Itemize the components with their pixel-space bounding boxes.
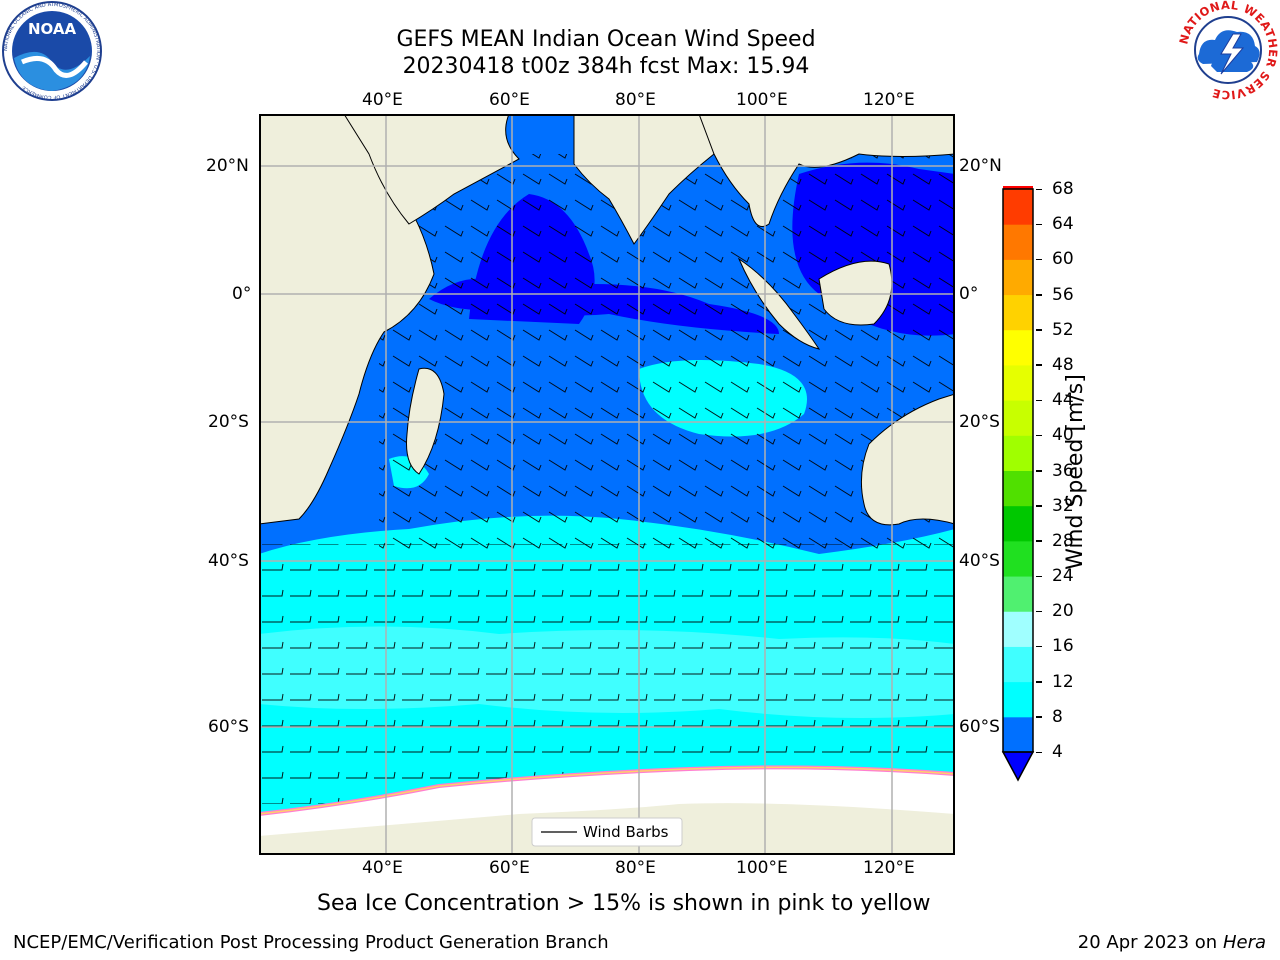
footer-machine: Hera (1222, 932, 1266, 953)
colorbar-segment (1003, 364, 1033, 401)
colorbar-tick-mark (1036, 540, 1042, 542)
lon-label-bottom: 120°E (863, 858, 915, 878)
sea-ice-caption: Sea Ice Concentration > 15% is shown in … (317, 891, 931, 916)
colorbar-tick-mark (1036, 681, 1042, 683)
colorbar-segment (1003, 716, 1033, 753)
colorbar-segment (1003, 505, 1033, 542)
colorbar-tick-mark (1036, 645, 1042, 648)
colorbar-tick-label: 28 (1052, 530, 1074, 551)
lat-label-right: 60°S (959, 717, 1000, 737)
colorbar-tick-label: 64 (1052, 214, 1074, 235)
colorbar-tick-mark (1036, 223, 1042, 226)
legend-label: Wind Barbs (583, 823, 669, 841)
colorbar-tick-mark (1036, 258, 1042, 261)
colorbar-tick-label: 44 (1052, 390, 1074, 411)
colorbar-segment (1003, 186, 1033, 190)
colorbar-tick-label: 48 (1052, 354, 1074, 375)
colorbar-segment (1003, 329, 1033, 366)
colorbar-tick-label: 32 (1052, 495, 1074, 516)
colorbar-tick-mark (1036, 329, 1042, 331)
colorbar-tick-mark (1036, 294, 1042, 296)
lon-label-top: 120°E (863, 90, 915, 110)
colorbar-tick-label: 36 (1052, 460, 1074, 481)
lon-label-top: 40°E (362, 90, 403, 110)
australia (860, 393, 955, 526)
footer-left: NCEP/EMC/Verification Post Processing Pr… (13, 932, 609, 953)
lon-label-top: 60°E (489, 90, 530, 110)
colorbar-tick-mark (1036, 399, 1042, 402)
colorbar-tick-mark (1036, 434, 1042, 437)
colorbar-tick-label: 20 (1052, 601, 1074, 622)
map-legend: Wind Barbs (531, 817, 683, 847)
sumatra (737, 257, 821, 350)
lat-label-right: 20°N (959, 156, 1002, 176)
colorbar-tick-label: 68 (1052, 179, 1074, 199)
colorbar-segment (1003, 294, 1033, 331)
nws-logo: NATIONAL WEATHER SERVICE (1177, 0, 1280, 100)
lat-label-right: 20°S (959, 412, 1000, 432)
noaa-text: NOAA (28, 20, 77, 38)
lat-label-right: 0° (959, 284, 979, 304)
wind-speed-map: Wind Barbs (259, 114, 955, 855)
colorbar (1001, 186, 1035, 782)
colorbar-segment (1003, 646, 1033, 683)
colorbar-tick-label: 24 (1052, 566, 1074, 587)
colorbar-tick-mark (1036, 364, 1042, 366)
colorbar-tick-mark (1036, 188, 1042, 190)
lat-label-left: 40°S (208, 551, 249, 571)
title-line2: 20230418 t00z 384h fcst Max: 15.94 (402, 54, 810, 79)
colorbar-tick-mark (1036, 610, 1042, 613)
colorbar-underflow-arrow (1001, 751, 1035, 782)
colorbar-segment (1003, 435, 1033, 471)
title-line1: GEFS MEAN Indian Ocean Wind Speed (396, 27, 816, 52)
colorbar-tick-label: 60 (1052, 249, 1074, 270)
colorbar-segment (1003, 576, 1033, 612)
lat-label-left: 0° (232, 284, 252, 304)
lat-label-left: 20°S (208, 412, 249, 432)
lon-label-top: 100°E (736, 90, 788, 110)
colorbar-segment (1003, 400, 1033, 436)
lon-label-bottom: 80°E (615, 858, 656, 878)
lon-label-bottom: 100°E (736, 858, 788, 878)
graticule (259, 114, 955, 855)
borneo (818, 260, 893, 326)
colorbar-tick-label: 52 (1052, 319, 1074, 340)
lat-label-right: 40°S (959, 551, 1000, 571)
lon-label-bottom: 40°E (362, 858, 403, 878)
colorbar-tick-label: 16 (1052, 636, 1074, 657)
madagascar (406, 367, 445, 475)
colorbar-segment (1003, 611, 1033, 647)
colorbar-tick-mark (1036, 751, 1042, 753)
lon-label-top: 80°E (615, 90, 656, 110)
colorbar-tick-mark (1036, 505, 1042, 507)
colorbar-tick-mark (1036, 716, 1042, 718)
arabia (343, 114, 520, 225)
footer-right: 20 Apr 2023 on Hera (1078, 932, 1266, 954)
colorbar-tick-mark (1036, 470, 1042, 472)
colorbar-tick-label: 12 (1052, 671, 1074, 692)
colorbar-tick-label: 40 (1052, 425, 1074, 446)
lat-label-left: 20°N (206, 156, 249, 176)
colorbar-segment (1003, 540, 1033, 577)
colorbar-tick-label: 56 (1052, 284, 1074, 305)
colorbar-segment (1003, 470, 1033, 507)
colorbar-segment (1003, 189, 1033, 225)
colorbar-tick-label: 4 (1052, 742, 1063, 762)
colorbar-tick-mark (1036, 575, 1042, 578)
footer-date: 20 Apr 2023 on (1077, 932, 1223, 953)
lon-label-bottom: 60°E (489, 858, 530, 878)
colorbar-segment (1003, 681, 1033, 718)
colorbar-tick-label: 8 (1052, 706, 1063, 727)
colorbar-segment (1003, 259, 1033, 296)
colorbar-segment (1003, 224, 1033, 260)
southeast-asia (698, 114, 955, 227)
noaa-logo: NOAA NATIONAL OCEANIC AND ATMOSPHERIC AD… (2, 1, 102, 101)
colorbar-label: Wind Speed [m/s] (1063, 374, 1088, 570)
lat-label-left: 60°S (208, 717, 249, 737)
